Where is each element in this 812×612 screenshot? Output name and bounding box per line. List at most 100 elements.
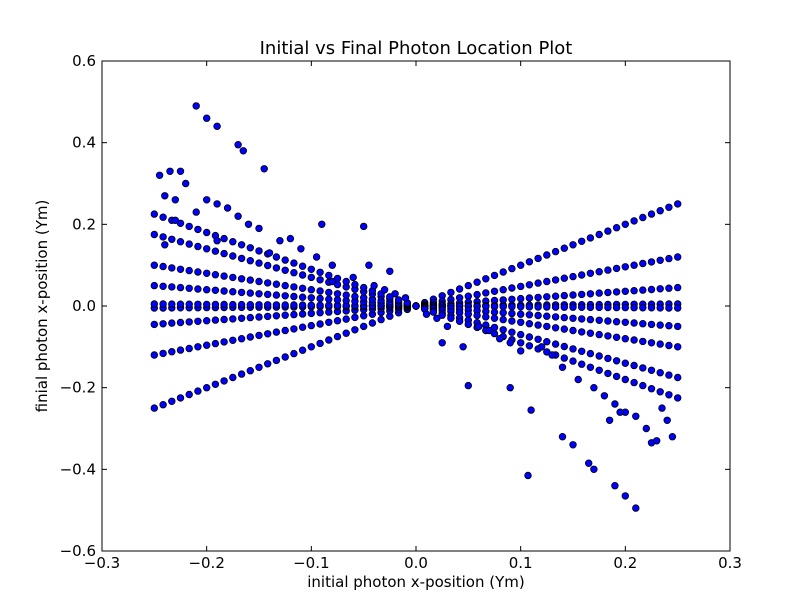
data-point <box>185 266 193 275</box>
data-point <box>499 326 507 334</box>
data-point <box>612 264 621 273</box>
data-point <box>534 254 542 263</box>
data-point <box>604 303 612 312</box>
data-point <box>551 276 560 284</box>
data-point <box>551 303 560 311</box>
x-tick-label: 0.2 <box>613 554 637 572</box>
data-point <box>656 369 664 377</box>
data-point <box>517 261 525 269</box>
data-point <box>578 328 586 336</box>
data-point <box>220 300 228 309</box>
y-axis-ticks: −0.6 −0.4 −0.2 0.0 0.2 0.4 0.6 <box>60 52 730 560</box>
data-point <box>534 279 542 287</box>
data-point <box>447 314 455 322</box>
data-point <box>639 304 647 312</box>
data-point <box>220 272 228 280</box>
data-point <box>391 290 399 298</box>
data-point <box>525 342 534 350</box>
data-point <box>316 339 324 348</box>
data-point <box>265 249 274 257</box>
data-point <box>316 287 324 295</box>
data-point <box>229 288 237 296</box>
data-point <box>161 192 169 200</box>
data-point <box>325 336 333 344</box>
data-point <box>499 315 507 324</box>
data-point <box>202 245 211 253</box>
data-point <box>569 357 577 365</box>
y-tick-label: −0.6 <box>60 542 96 560</box>
data-point <box>298 271 307 279</box>
data-point <box>665 284 673 292</box>
data-point <box>351 292 359 301</box>
data-point <box>229 273 237 282</box>
data-point <box>272 291 281 299</box>
data-point <box>159 262 167 271</box>
data-point <box>246 244 254 252</box>
data-point <box>316 320 324 328</box>
data-point <box>159 233 167 241</box>
data-point <box>574 375 582 384</box>
data-point <box>229 237 237 246</box>
data-point <box>605 416 614 424</box>
data-point <box>264 290 272 299</box>
data-point <box>517 303 525 311</box>
data-point <box>290 349 298 358</box>
data-point <box>298 293 307 301</box>
data-point <box>255 247 263 255</box>
data-point <box>674 304 682 312</box>
data-point <box>351 326 359 334</box>
data-point <box>639 364 647 372</box>
data-point <box>176 300 185 308</box>
data-point <box>586 349 595 358</box>
data-point <box>202 300 211 309</box>
data-points <box>150 102 682 512</box>
data-point <box>560 342 568 351</box>
data-point <box>237 254 246 263</box>
data-point <box>604 369 612 378</box>
data-point <box>168 283 176 291</box>
data-point <box>595 268 603 276</box>
data-point <box>647 304 656 312</box>
data-point <box>616 408 624 416</box>
data-point <box>176 318 185 327</box>
data-point <box>255 363 263 371</box>
data-point <box>264 279 272 287</box>
data-point <box>298 346 307 354</box>
data-point <box>380 286 389 294</box>
data-point <box>194 300 202 308</box>
data-point <box>211 339 220 348</box>
data-point <box>665 203 673 211</box>
data-point <box>168 397 176 405</box>
data-point <box>630 336 638 344</box>
data-point <box>342 291 350 299</box>
data-point <box>630 378 638 387</box>
data-point <box>578 303 586 311</box>
data-point <box>525 294 534 302</box>
data-point <box>281 311 289 319</box>
data-point <box>473 278 481 286</box>
data-point <box>621 375 629 384</box>
data-point <box>307 294 315 302</box>
data-point <box>422 310 431 318</box>
data-point <box>281 281 289 290</box>
data-point <box>239 147 247 155</box>
data-point <box>560 291 568 300</box>
data-point <box>401 294 410 302</box>
data-point <box>630 217 638 225</box>
data-point <box>558 363 567 371</box>
data-point <box>307 286 315 294</box>
data-point <box>281 266 289 274</box>
data-point <box>171 216 179 224</box>
data-point <box>656 321 664 329</box>
data-point <box>569 241 577 249</box>
data-point <box>621 335 629 343</box>
data-point <box>443 322 452 331</box>
data-point <box>237 335 246 343</box>
data-point <box>229 252 237 260</box>
data-point <box>333 317 342 325</box>
data-point <box>211 247 220 255</box>
data-point <box>604 266 612 274</box>
data-point <box>412 302 420 310</box>
data-point <box>202 286 211 294</box>
